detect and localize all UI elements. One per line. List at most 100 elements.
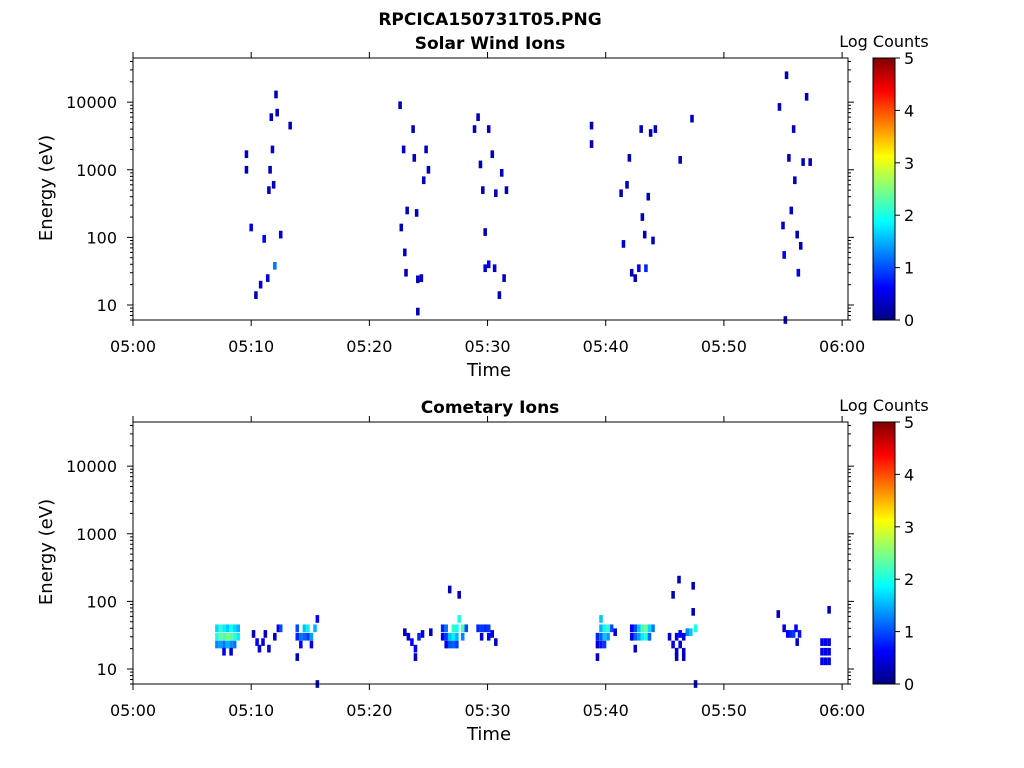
- heatmap-cell: [633, 274, 638, 282]
- heatmap-cell: [313, 624, 317, 633]
- heatmap-cell: [222, 624, 226, 633]
- heatmap-cell: [486, 260, 491, 269]
- heatmap-cell: [671, 640, 675, 649]
- heatmap-cell: [789, 630, 794, 638]
- heatmap-cell: [674, 647, 679, 656]
- heatmap-cell: [667, 632, 672, 641]
- heatmap-cell: [263, 630, 268, 638]
- heatmap-cell: [306, 632, 310, 641]
- heatmap-cell: [424, 145, 428, 154]
- heatmap-cells: [244, 71, 812, 324]
- heatmap-cell: [486, 632, 491, 641]
- colorbar: [872, 57, 896, 321]
- heatmap-cell: [299, 632, 303, 641]
- heatmap-cell: [251, 630, 256, 638]
- heatmap-cell: [232, 624, 237, 633]
- heatmap-cell: [417, 632, 421, 641]
- heatmap-cell: [785, 630, 790, 638]
- heatmap-cell: [225, 624, 230, 633]
- heatmap-cell: [678, 156, 682, 164]
- heatmap-cell: [262, 235, 266, 243]
- x-tick-label: 06:00: [819, 701, 865, 720]
- heatmap-cell: [595, 640, 600, 649]
- heatmap-cell: [823, 647, 828, 656]
- heatmap-cell: [820, 647, 824, 656]
- heatmap-cell: [302, 624, 307, 633]
- heatmap-cell: [455, 632, 459, 641]
- heatmap-cell: [215, 624, 219, 633]
- heatmap-cell: [627, 154, 632, 162]
- heatmap-cell: [416, 307, 420, 316]
- colorbar: [872, 421, 896, 685]
- heatmap-cell: [229, 647, 233, 656]
- heatmap-cell: [276, 624, 281, 633]
- x-axis-label: Time: [466, 724, 511, 745]
- heatmap-cell: [629, 624, 634, 633]
- heatmap-cell: [472, 125, 477, 133]
- x-tick-label: 05:40: [583, 701, 629, 720]
- heatmap-cell: [295, 632, 300, 641]
- heatmap-cell: [637, 632, 641, 641]
- colorbar-label: Log Counts: [839, 396, 929, 415]
- panel-solar-wind: Solar Wind Ions Energy (eV) Time Log Cou…: [36, 32, 929, 381]
- heatmap-cell: [269, 113, 274, 122]
- colorbar-label: Log Counts: [839, 32, 929, 51]
- heatmap-cell: [476, 113, 480, 122]
- heatmap-cell: [644, 624, 648, 633]
- heatmap-cell: [222, 632, 226, 641]
- heatmap-cell: [244, 150, 249, 159]
- heatmap-cell: [444, 624, 448, 633]
- heatmap-cell: [444, 632, 448, 641]
- heatmap-cell: [619, 189, 623, 198]
- heatmap-cell: [455, 640, 459, 649]
- x-tick-label: 05:50: [701, 701, 747, 720]
- heatmap-cell: [447, 632, 452, 641]
- plot-frame: [132, 421, 849, 685]
- heatmap-cell: [249, 223, 253, 232]
- heatmap-cell: [483, 228, 487, 236]
- heatmap-cell: [681, 653, 686, 661]
- heatmap-cell: [429, 628, 433, 637]
- heatmap-cell: [421, 176, 426, 185]
- panel-cometary: Cometary Ions Energy (eV) Time Log Count…: [36, 396, 929, 745]
- heatmap-cell: [258, 280, 263, 289]
- y-tick-label: 1000: [76, 525, 117, 544]
- x-tick-label: 05:30: [464, 337, 510, 356]
- heatmap-cell: [599, 615, 603, 623]
- heatmap-cell: [225, 632, 230, 641]
- colorbar-tick-label: 3: [904, 154, 914, 173]
- heatmap-cell: [647, 632, 652, 641]
- heatmap-cell: [416, 275, 420, 284]
- heatmap-cell: [671, 590, 675, 599]
- heatmap-cell: [490, 150, 495, 159]
- y-axis-label: Energy (eV): [36, 135, 57, 241]
- heatmap-cell: [613, 628, 617, 637]
- heatmap-cell: [270, 145, 275, 154]
- heatmap-cell: [440, 632, 445, 641]
- heatmap-cell: [403, 248, 407, 257]
- heatmap-cell: [295, 624, 300, 633]
- heatmap-cell: [693, 624, 698, 633]
- heatmap-cell: [606, 632, 610, 641]
- heatmap-cell: [599, 632, 603, 641]
- colorbar-tick-label: 1: [904, 259, 914, 278]
- heatmap-cell: [494, 638, 498, 646]
- heatmap-cell: [827, 647, 831, 656]
- panel-title: Solar Wind Ions: [415, 34, 566, 54]
- heatmap-cells: [215, 575, 831, 688]
- heatmap-cell: [464, 624, 469, 633]
- colorbar-tick-label: 5: [904, 49, 914, 68]
- heatmap-cell: [685, 628, 690, 637]
- heatmap-cell: [229, 624, 233, 633]
- colorbar-tick-label: 5: [904, 413, 914, 432]
- heatmap-cell: [444, 640, 448, 649]
- heatmap-cell: [460, 632, 465, 641]
- heatmap-cell: [414, 209, 419, 217]
- heatmap-cell: [476, 624, 480, 633]
- heatmap-cell: [410, 638, 414, 646]
- heatmap-cell: [222, 640, 226, 649]
- heatmap-cell: [273, 261, 277, 270]
- x-tick-label: 05:10: [228, 337, 274, 356]
- heatmap-cell: [633, 644, 638, 653]
- colorbar-tick-label: 0: [904, 311, 914, 330]
